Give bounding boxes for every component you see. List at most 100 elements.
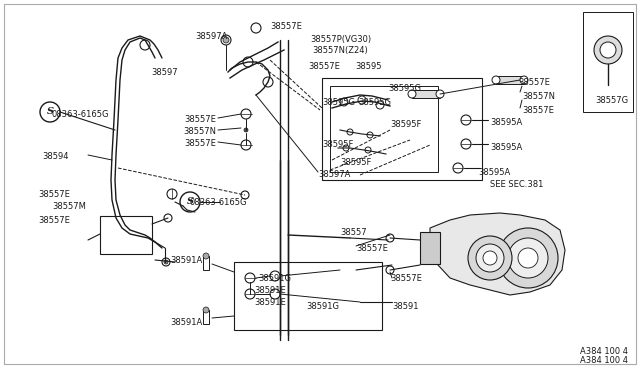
Circle shape (245, 289, 255, 299)
Circle shape (461, 139, 471, 149)
Bar (100, 216, 152, 254)
Text: 38557E: 38557E (522, 106, 554, 115)
Text: 38557E: 38557E (38, 190, 70, 199)
Circle shape (167, 189, 177, 199)
Text: 38591E: 38591E (254, 298, 285, 307)
Circle shape (162, 258, 170, 266)
Circle shape (203, 253, 209, 259)
Circle shape (453, 163, 463, 173)
Circle shape (221, 35, 231, 45)
Bar (412, 90, 440, 98)
Text: 38557E: 38557E (270, 22, 302, 31)
Bar (203, 310, 209, 324)
Circle shape (270, 271, 280, 281)
Circle shape (245, 273, 255, 283)
Text: 38595: 38595 (355, 62, 381, 71)
Circle shape (386, 234, 394, 242)
Circle shape (343, 145, 349, 151)
Circle shape (600, 42, 616, 58)
Bar (583, 12, 633, 112)
Circle shape (367, 132, 373, 138)
Circle shape (241, 140, 251, 150)
Circle shape (164, 260, 168, 264)
Circle shape (263, 77, 273, 87)
Circle shape (40, 102, 60, 122)
Text: S: S (47, 108, 54, 116)
Text: 38595A: 38595A (490, 143, 522, 152)
Text: 38557E: 38557E (356, 244, 388, 253)
Circle shape (140, 40, 150, 50)
Circle shape (594, 36, 622, 64)
Text: 38595F: 38595F (322, 140, 353, 149)
Circle shape (408, 90, 416, 98)
Circle shape (244, 128, 248, 132)
Circle shape (461, 115, 471, 125)
Text: S: S (186, 198, 193, 206)
Circle shape (251, 23, 261, 33)
Circle shape (483, 251, 497, 265)
Circle shape (241, 109, 251, 119)
Text: 38557N: 38557N (522, 92, 555, 101)
Text: 38557N: 38557N (183, 127, 216, 136)
Bar (420, 232, 440, 264)
Text: 38595A: 38595A (490, 118, 522, 127)
Text: 08363-6165G: 08363-6165G (190, 198, 248, 207)
Text: 38557E: 38557E (390, 274, 422, 283)
Text: A384 100 4: A384 100 4 (580, 356, 628, 365)
Text: 38557P(VG30): 38557P(VG30) (310, 35, 371, 44)
Text: 38591: 38591 (392, 302, 419, 311)
Circle shape (223, 37, 229, 43)
Bar (330, 86, 438, 172)
Circle shape (203, 307, 209, 313)
Text: 38591A: 38591A (170, 318, 202, 327)
Text: 38595G: 38595G (322, 98, 355, 107)
Circle shape (180, 192, 200, 212)
Text: 38597A: 38597A (318, 170, 350, 179)
Bar (322, 78, 482, 180)
Circle shape (518, 248, 538, 268)
Circle shape (498, 228, 558, 288)
Circle shape (340, 98, 348, 106)
Circle shape (520, 76, 528, 84)
Text: 38557G: 38557G (595, 96, 628, 105)
Text: 38595G: 38595G (358, 98, 391, 107)
Circle shape (386, 266, 394, 274)
Text: 38557E: 38557E (518, 78, 550, 87)
Text: SEE SEC.381: SEE SEC.381 (490, 180, 543, 189)
Text: 08363-6165G: 08363-6165G (52, 110, 109, 119)
Circle shape (508, 238, 548, 278)
Bar (496, 76, 524, 84)
Text: 38595A: 38595A (478, 168, 510, 177)
Bar (234, 262, 382, 330)
Circle shape (347, 129, 353, 135)
Circle shape (436, 90, 444, 98)
Text: 38595G: 38595G (388, 84, 421, 93)
Circle shape (358, 96, 366, 104)
Circle shape (164, 214, 172, 222)
Text: 38591E: 38591E (254, 286, 285, 295)
Text: 38594: 38594 (42, 152, 68, 161)
Text: A384 100 4: A384 100 4 (580, 347, 628, 356)
Text: 38591A: 38591A (170, 256, 202, 265)
Circle shape (476, 244, 504, 272)
Text: 38557E: 38557E (38, 216, 70, 225)
Text: 38557E: 38557E (308, 62, 340, 71)
Text: 38591G: 38591G (306, 302, 339, 311)
Circle shape (241, 191, 249, 199)
Circle shape (376, 101, 384, 109)
Circle shape (270, 289, 280, 299)
Text: 38557E: 38557E (184, 115, 216, 124)
Text: 38557E: 38557E (184, 139, 216, 148)
Circle shape (243, 57, 253, 67)
Text: 38597: 38597 (152, 68, 178, 77)
Text: 38595F: 38595F (340, 158, 371, 167)
Circle shape (492, 76, 500, 84)
Text: 38595F: 38595F (390, 120, 421, 129)
Text: 38591G: 38591G (258, 274, 291, 283)
Text: 38557M: 38557M (52, 202, 86, 211)
Circle shape (468, 236, 512, 280)
Polygon shape (430, 213, 565, 295)
Bar (203, 256, 209, 270)
Text: 38597A: 38597A (196, 32, 228, 41)
Text: 38557: 38557 (340, 228, 367, 237)
